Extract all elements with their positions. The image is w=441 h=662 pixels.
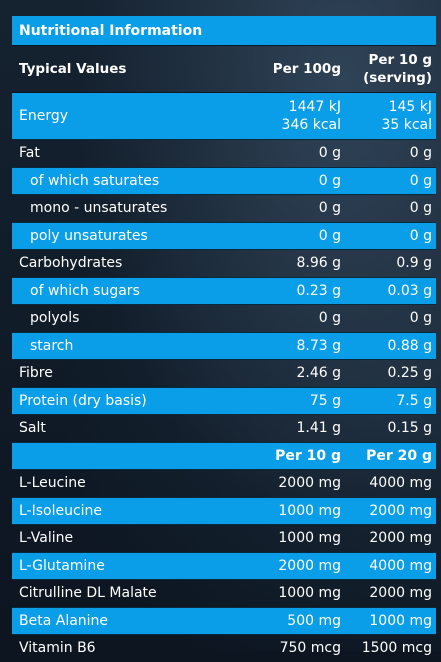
row-label: Vitamin B6 xyxy=(12,634,235,662)
row-value-col1: 2000 mg xyxy=(235,469,345,497)
table-row: of which saturates 0 g 0 g xyxy=(12,166,436,195)
table-row: Citrulline DL Malate 1000 mg 2000 mg xyxy=(12,579,436,607)
header-per-100g: Per 100g xyxy=(235,45,345,93)
table-row: Vitamin B6 750 mcg 1500 mcg xyxy=(12,634,436,662)
row-value-col2: 0.25 g xyxy=(345,359,436,387)
table-row: starch 8.73 g 0.88 g xyxy=(12,331,436,360)
row-label: mono - unsaturates xyxy=(12,194,235,222)
row-label: starch xyxy=(12,331,235,360)
row-value-col2: 0 g xyxy=(345,194,436,222)
table-row: Fibre 2.46 g 0.25 g xyxy=(12,359,436,387)
row-value-col1: 0 g xyxy=(235,221,345,250)
table-row: polyols 0 g 0 g xyxy=(12,304,436,332)
panel-title: Nutritional Information xyxy=(12,16,436,45)
row-value-col2: 0 g xyxy=(345,304,436,332)
row-value-col2: 0 g xyxy=(345,221,436,250)
table-row: Beta Alanine 500 mg 1000 mg xyxy=(12,606,436,635)
row-label: L-Glutamine xyxy=(12,551,235,580)
table-row: Salt 1.41 g 0.15 g xyxy=(12,414,436,442)
table-row: L-Glutamine 2000 mg 4000 mg xyxy=(12,551,436,580)
header-per-serving-line2: (serving) xyxy=(363,70,432,86)
row-label: Citrulline DL Malate xyxy=(12,579,235,607)
row-label: Fat xyxy=(12,139,235,167)
row-value-col2: 1500 mcg xyxy=(345,634,436,662)
row-label: of which saturates xyxy=(12,166,235,195)
row-value-col1: 2.46 g xyxy=(235,359,345,387)
row-value-col2: 0 g xyxy=(345,166,436,195)
energy-per-serving: 145 kJ 35 kcal xyxy=(345,92,436,140)
row-value-col2: 2000 mg xyxy=(345,579,436,607)
row-value-col2: 0.9 g xyxy=(345,249,436,277)
table-row: mono - unsaturates 0 g 0 g xyxy=(12,194,436,222)
row-value-col2: 2000 mg xyxy=(345,524,436,552)
row-value-col1: 0 g xyxy=(235,139,345,167)
header-typical-values: Typical Values xyxy=(12,45,235,93)
amino-header-per-20g: Per 20 g xyxy=(345,441,436,470)
table-row: L-Isoleucine 1000 mg 2000 mg xyxy=(12,496,436,525)
row-label: L-Valine xyxy=(12,524,235,552)
table-row: L-Valine 1000 mg 2000 mg xyxy=(12,524,436,552)
row-value-col1: 750 mcg xyxy=(235,634,345,662)
row-value-col1: 0 g xyxy=(235,304,345,332)
nutrition-table: Typical Values Per 100g Per 10 g (servin… xyxy=(12,45,436,662)
energy-per-serving-kj: 145 kJ xyxy=(388,99,432,115)
row-label: Salt xyxy=(12,414,235,442)
energy-per-100g-kcal: 346 kcal xyxy=(281,117,341,133)
row-value-col2: 4000 mg xyxy=(345,469,436,497)
row-label: Energy xyxy=(12,92,235,140)
row-value-col1: 8.96 g xyxy=(235,249,345,277)
row-value-col2: 4000 mg xyxy=(345,551,436,580)
table-row-energy: Energy 1447 kJ 346 kcal 145 kJ 35 kcal xyxy=(12,92,436,140)
row-value-col1: 0 g xyxy=(235,166,345,195)
header-per-serving-line1: Per 10 g xyxy=(368,52,432,68)
row-value-col1: 1000 mg xyxy=(235,524,345,552)
row-value-col1: 2000 mg xyxy=(235,551,345,580)
row-label: Protein (dry basis) xyxy=(12,386,235,415)
table-row: Carbohydrates 8.96 g 0.9 g xyxy=(12,249,436,277)
energy-per-serving-kcal: 35 kcal xyxy=(381,117,432,133)
energy-per-100g-kj: 1447 kJ xyxy=(288,99,341,115)
row-value-col1: 75 g xyxy=(235,386,345,415)
row-label: L-Isoleucine xyxy=(12,496,235,525)
table-row: poly unsaturates 0 g 0 g xyxy=(12,221,436,250)
row-value-col2: 2000 mg xyxy=(345,496,436,525)
table-row: Fat 0 g 0 g xyxy=(12,139,436,167)
row-value-col2: 0.15 g xyxy=(345,414,436,442)
table-header-row: Typical Values Per 100g Per 10 g (servin… xyxy=(12,45,436,93)
energy-per-100g: 1447 kJ 346 kcal xyxy=(235,92,345,140)
amino-header-row: Per 10 g Per 20 g xyxy=(12,441,436,470)
row-label: Carbohydrates xyxy=(12,249,235,277)
row-value-col1: 1000 mg xyxy=(235,496,345,525)
row-label: polyols xyxy=(12,304,235,332)
amino-header-per-10g: Per 10 g xyxy=(235,441,345,470)
header-per-serving: Per 10 g (serving) xyxy=(345,45,436,93)
row-value-col1: 0.23 g xyxy=(235,276,345,305)
table-row: L-Leucine 2000 mg 4000 mg xyxy=(12,469,436,497)
row-label: Fibre xyxy=(12,359,235,387)
row-label: of which sugars xyxy=(12,276,235,305)
row-label: L-Leucine xyxy=(12,469,235,497)
table-row: Protein (dry basis) 75 g 7.5 g xyxy=(12,386,436,415)
row-value-col2: 0.88 g xyxy=(345,331,436,360)
row-value-col1: 0 g xyxy=(235,194,345,222)
amino-header-blank xyxy=(12,441,235,470)
row-label: Beta Alanine xyxy=(12,606,235,635)
row-value-col1: 1.41 g xyxy=(235,414,345,442)
table-row: of which sugars 0.23 g 0.03 g xyxy=(12,276,436,305)
row-value-col1: 500 mg xyxy=(235,606,345,635)
row-label: poly unsaturates xyxy=(12,221,235,250)
row-value-col2: 0.03 g xyxy=(345,276,436,305)
row-value-col2: 7.5 g xyxy=(345,386,436,415)
row-value-col1: 8.73 g xyxy=(235,331,345,360)
row-value-col2: 0 g xyxy=(345,139,436,167)
row-value-col2: 1000 mg xyxy=(345,606,436,635)
row-value-col1: 1000 mg xyxy=(235,579,345,607)
